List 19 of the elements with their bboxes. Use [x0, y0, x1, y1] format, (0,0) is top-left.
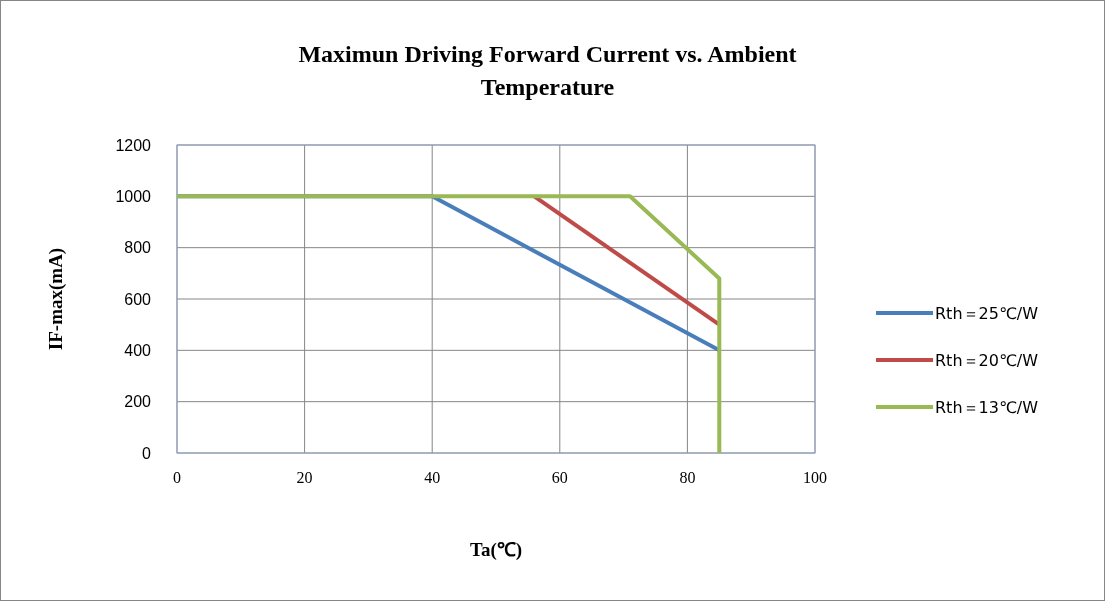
- legend-label: Rth＝20℃/W: [935, 350, 1039, 370]
- y-tick-label: 1000: [115, 187, 152, 205]
- x-axis-title: Ta(℃): [469, 539, 523, 561]
- legend-label: Rth＝13℃/W: [935, 397, 1039, 417]
- x-tick-label: 40: [424, 468, 441, 486]
- x-tick-label: 60: [551, 468, 568, 486]
- y-tick-label: 1200: [115, 136, 152, 154]
- y-tick-label: 0: [142, 444, 152, 462]
- x-tick-label: 20: [296, 468, 313, 486]
- x-tick-label: 80: [679, 468, 696, 486]
- chart-title: Maximun Driving Forward Current vs. Ambient Temperature: [298, 41, 797, 100]
- legend-label: Rth＝25℃/W: [935, 303, 1039, 323]
- y-tick-label: 400: [124, 341, 152, 359]
- y-tick-label: 200: [124, 393, 152, 411]
- x-tick-label: 100: [803, 468, 827, 486]
- y-axis-title: IF-max(mA): [45, 247, 67, 351]
- x-tick-label: 0: [173, 468, 181, 486]
- y-tick-label: 600: [124, 290, 152, 308]
- y-tick-label: 800: [124, 239, 152, 257]
